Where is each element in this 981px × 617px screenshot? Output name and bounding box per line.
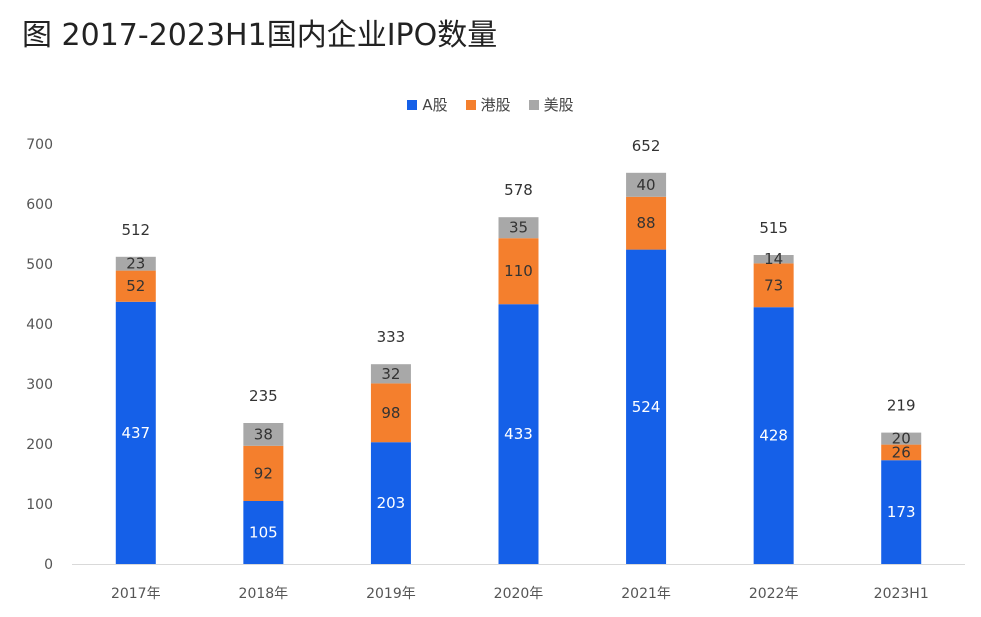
total-label: 333	[377, 328, 406, 346]
x-tick-label: 2019年	[366, 586, 416, 602]
y-tick-label: 600	[26, 197, 53, 213]
bar-segment	[370, 442, 411, 564]
legend-item-hk-shares: 港股	[465, 94, 511, 115]
bar-segment	[498, 304, 539, 564]
legend-item-us-shares: 美股	[528, 94, 574, 115]
y-tick-label: 200	[26, 437, 53, 453]
y-tick-label: 500	[26, 257, 53, 273]
bar-segment	[243, 445, 284, 501]
data-label: 173	[887, 503, 916, 521]
data-label: 52	[126, 277, 145, 295]
x-tick-label: 2021年	[621, 586, 671, 602]
bar-segment	[626, 196, 667, 250]
data-label: 20	[892, 430, 911, 448]
y-tick-label: 100	[26, 497, 53, 513]
data-label: 433	[504, 425, 533, 443]
bar-segment	[498, 238, 539, 305]
x-tick-label: 2023H1	[874, 586, 929, 602]
bar-segment	[243, 501, 284, 564]
bar-segment	[498, 217, 539, 239]
total-label: 235	[249, 387, 278, 405]
data-label: 110	[504, 262, 533, 280]
y-tick-label: 300	[26, 377, 53, 393]
data-label: 73	[764, 276, 783, 294]
y-tick-label: 700	[26, 137, 53, 153]
legend-swatch-a-shares	[407, 99, 418, 110]
data-label: 23	[126, 255, 145, 273]
bar-segment	[881, 432, 922, 445]
bar-segment	[753, 255, 794, 264]
data-label: 35	[509, 219, 528, 237]
total-label: 578	[504, 181, 533, 199]
data-label: 437	[121, 424, 150, 442]
total-label: 512	[121, 221, 150, 239]
bar-segment	[115, 301, 156, 564]
legend-label-hk-shares: 港股	[480, 96, 511, 114]
data-label: 105	[249, 524, 278, 542]
data-label: 98	[381, 404, 400, 422]
bar-segment	[753, 307, 794, 564]
chart-title: 图 2017-2023H1国内企业IPO数量	[22, 18, 498, 53]
bar-segment	[881, 460, 922, 564]
total-label: 515	[759, 219, 788, 237]
data-label: 428	[759, 427, 788, 445]
data-label: 40	[637, 176, 656, 194]
bar-segment	[370, 383, 411, 443]
bar-segment	[115, 256, 156, 271]
data-label: 524	[632, 398, 661, 416]
y-tick-label: 0	[44, 557, 53, 573]
data-label: 14	[764, 250, 783, 268]
data-label: 203	[377, 494, 406, 512]
x-tick-label: 2020年	[494, 586, 544, 602]
data-label: 26	[892, 443, 911, 461]
y-tick-label: 400	[26, 317, 53, 333]
x-tick-label: 2017年	[111, 586, 161, 602]
bar-segment	[753, 263, 794, 308]
bar-segment	[881, 444, 922, 461]
data-label: 38	[254, 425, 273, 443]
legend-label-us-shares: 美股	[543, 96, 574, 114]
legend-swatch-hk-shares	[465, 99, 476, 110]
total-label: 652	[632, 137, 661, 155]
legend-label-a-shares: A股	[422, 96, 448, 114]
bar-segment	[370, 364, 411, 384]
data-label: 92	[254, 464, 273, 482]
bar-segment	[626, 172, 667, 197]
legend-item-a-shares: A股	[407, 94, 448, 115]
bar-segment	[626, 249, 667, 564]
bar-segment	[243, 423, 284, 446]
data-label: 88	[637, 214, 656, 232]
legend-swatch-us-shares	[528, 99, 539, 110]
bar-segment	[115, 270, 156, 302]
data-label: 32	[381, 365, 400, 383]
legend: A股 港股 美股	[0, 94, 981, 115]
x-tick-label: 2018年	[239, 586, 289, 602]
total-label: 219	[887, 397, 916, 415]
x-tick-label: 2022年	[749, 586, 799, 602]
